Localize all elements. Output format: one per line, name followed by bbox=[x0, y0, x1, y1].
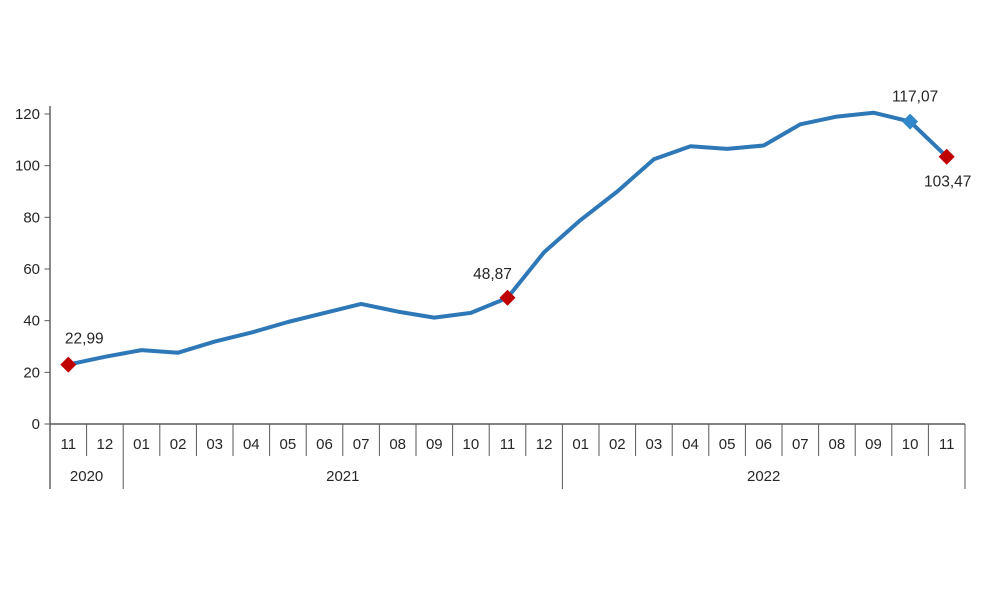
x-axis-month-label: 11 bbox=[939, 436, 955, 453]
x-axis-month-label: 03 bbox=[206, 436, 223, 453]
x-axis-month-label: 06 bbox=[755, 436, 772, 453]
y-tick-label: 60 bbox=[23, 261, 40, 278]
x-axis-month-label: 07 bbox=[353, 436, 370, 453]
x-axis-month-label: 04 bbox=[682, 436, 699, 453]
x-axis-month-label: 11 bbox=[500, 436, 516, 453]
y-tick-label: 20 bbox=[23, 364, 40, 381]
data-point-label: 48,87 bbox=[473, 266, 512, 283]
x-axis-month-label: 06 bbox=[316, 436, 333, 453]
y-tick-label: 40 bbox=[23, 313, 40, 330]
x-axis-month-label: 11 bbox=[61, 436, 77, 453]
series-line bbox=[66, 110, 949, 367]
y-axis: 0 20 40 60 80 100 120 bbox=[15, 106, 51, 489]
data-point-label: 103,47 bbox=[924, 174, 971, 191]
y-tick-label: 100 bbox=[15, 158, 40, 175]
x-axis-month-label: 12 bbox=[536, 436, 553, 453]
x-axis-month-label: 02 bbox=[609, 436, 626, 453]
x-axis-month-label: 05 bbox=[280, 436, 297, 453]
marker-diamond bbox=[60, 356, 77, 373]
marker-diamond bbox=[902, 113, 919, 130]
x-axis-month-label: 02 bbox=[170, 436, 187, 453]
y-tick-label: 120 bbox=[15, 106, 40, 123]
x-axis-year-label: 2020 bbox=[70, 468, 103, 485]
data-markers bbox=[60, 113, 955, 373]
marker-diamond bbox=[938, 148, 955, 165]
y-tick-label: 0 bbox=[32, 416, 40, 433]
x-axis-month-label: 09 bbox=[865, 436, 882, 453]
x-axis: 11 12 01 02 03 04 05 06 07 08 09 10 11 12 01 02 03 04 05 06… bbox=[49, 423, 966, 489]
x-axis-month-label: 01 bbox=[572, 436, 589, 453]
series-polyline bbox=[66, 110, 949, 367]
x-axis-month-label: 03 bbox=[646, 436, 663, 453]
x-axis-month-label: 01 bbox=[133, 436, 150, 453]
x-axis-month-label: 08 bbox=[829, 436, 846, 453]
data-point-label: 117,07 bbox=[892, 89, 938, 106]
y-tick-label: 80 bbox=[23, 209, 40, 226]
x-axis-month-label: 12 bbox=[97, 436, 114, 453]
x-axis-month-label: 04 bbox=[243, 436, 260, 453]
marker-diamond bbox=[499, 289, 516, 306]
x-axis-month-label: 08 bbox=[389, 436, 406, 453]
data-point-label: 22,99 bbox=[65, 331, 104, 348]
x-axis-month-label: 05 bbox=[719, 436, 736, 453]
x-axis-month-label: 09 bbox=[426, 436, 443, 453]
x-axis-month-label: 10 bbox=[463, 436, 480, 453]
x-axis-month-label: 10 bbox=[902, 436, 919, 453]
data-labels: 22,99 48,87 117,07 103,47 bbox=[65, 89, 972, 348]
x-axis-month-label: 07 bbox=[792, 436, 809, 453]
x-axis-year-label: 2022 bbox=[747, 468, 780, 485]
x-axis-year-label: 2021 bbox=[326, 468, 359, 485]
